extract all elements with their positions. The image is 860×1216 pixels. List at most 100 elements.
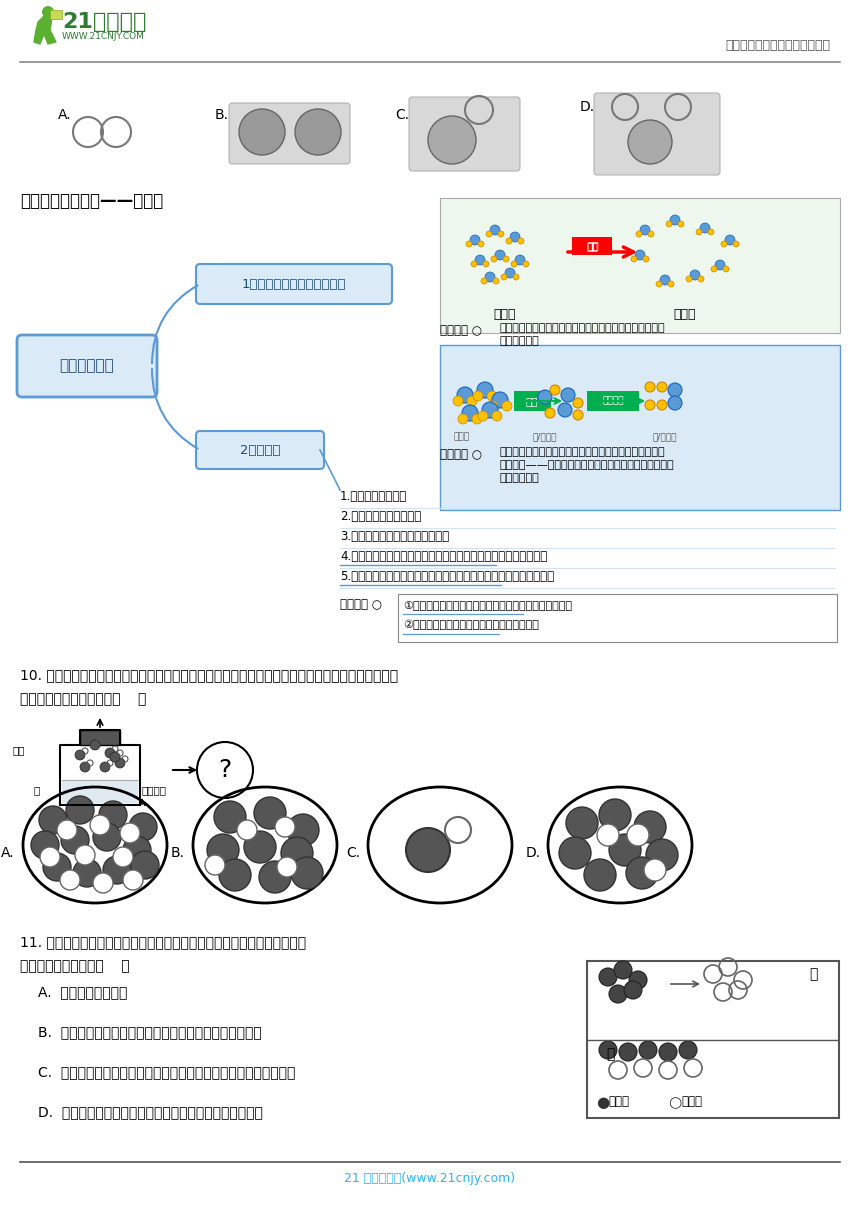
Circle shape <box>690 270 700 280</box>
Circle shape <box>648 231 654 237</box>
Text: A.  分子可以构成物质: A. 分子可以构成物质 <box>38 985 127 1000</box>
Text: 变成新的分子: 变成新的分子 <box>500 336 540 347</box>
Circle shape <box>93 823 121 851</box>
Circle shape <box>559 837 591 869</box>
Circle shape <box>715 260 725 270</box>
Text: 加热: 加热 <box>587 240 599 250</box>
Circle shape <box>488 401 498 411</box>
Circle shape <box>244 831 276 863</box>
Circle shape <box>205 855 225 876</box>
Text: 相同空间内粒子分布的是（    ）: 相同空间内粒子分布的是（ ） <box>20 692 146 706</box>
Text: 乙: 乙 <box>606 1047 614 1062</box>
Circle shape <box>639 1041 657 1059</box>
Circle shape <box>723 266 729 272</box>
Circle shape <box>483 261 489 268</box>
Text: 中小学教育资源及组卷应用平台: 中小学教育资源及组卷应用平台 <box>725 39 830 52</box>
Text: 新的分子——氢分子和氧分子，在这一过程中，分子的种: 新的分子——氢分子和氧分子，在这一过程中，分子的种 <box>500 460 674 471</box>
Text: 加热: 加热 <box>587 241 598 250</box>
Circle shape <box>40 848 60 867</box>
Circle shape <box>57 820 77 840</box>
Circle shape <box>123 837 151 865</box>
Text: 分子变化实例: 分子变化实例 <box>59 359 114 373</box>
Circle shape <box>239 109 285 154</box>
Text: 子的说法中错误的是（    ）: 子的说法中错误的是（ ） <box>20 959 130 973</box>
Circle shape <box>644 858 666 882</box>
Circle shape <box>458 413 468 424</box>
Text: 活塞上移: 活塞上移 <box>142 786 167 795</box>
Circle shape <box>538 390 552 404</box>
Circle shape <box>636 231 642 237</box>
Circle shape <box>619 1043 637 1062</box>
FancyBboxPatch shape <box>229 103 350 164</box>
Circle shape <box>668 281 674 287</box>
Text: 21世纪教育: 21世纪教育 <box>62 12 146 32</box>
Circle shape <box>490 225 500 235</box>
Circle shape <box>75 750 85 760</box>
Circle shape <box>645 400 655 410</box>
Circle shape <box>113 848 133 867</box>
Circle shape <box>477 382 493 398</box>
Circle shape <box>219 858 251 891</box>
Circle shape <box>453 396 463 406</box>
Circle shape <box>99 801 127 829</box>
Text: ②误认为分子是保持物质化学性质的唯一微粒: ②误认为分子是保持物质化学性质的唯一微粒 <box>403 620 539 630</box>
Circle shape <box>66 796 94 824</box>
Circle shape <box>523 261 529 268</box>
Text: ○: ○ <box>668 1094 681 1110</box>
Circle shape <box>609 985 627 1003</box>
Text: 活塞: 活塞 <box>13 745 25 755</box>
Circle shape <box>631 257 637 261</box>
Circle shape <box>93 873 113 893</box>
Circle shape <box>670 215 680 225</box>
Circle shape <box>700 223 710 233</box>
Text: B.  由分子构成的物质，分子是保持其化学性质的最小粒子: B. 由分子构成的物质，分子是保持其化学性质的最小粒子 <box>38 1025 261 1038</box>
Circle shape <box>573 398 583 409</box>
Circle shape <box>660 275 670 285</box>
Circle shape <box>214 801 246 833</box>
Text: 10. 提起压在容器中水面上方的活塞，容器中的水汽化，如图所示。下列选项中，最能表示水汽化后: 10. 提起压在容器中水面上方的活塞，容器中的水汽化，如图所示。下列选项中，最能… <box>20 668 398 682</box>
Circle shape <box>60 869 80 890</box>
Circle shape <box>470 235 480 244</box>
Text: 1、物理变化与化学变化模型: 1、物理变化与化学变化模型 <box>242 277 347 291</box>
Circle shape <box>668 396 682 410</box>
FancyBboxPatch shape <box>17 334 157 396</box>
Text: 1.分子由原子构成。: 1.分子由原子构成。 <box>340 490 408 503</box>
Circle shape <box>640 225 650 235</box>
Circle shape <box>573 410 583 420</box>
Circle shape <box>491 257 497 261</box>
Circle shape <box>495 250 505 260</box>
Polygon shape <box>34 16 56 44</box>
Text: 易错认知 ○: 易错认知 ○ <box>340 598 382 610</box>
Circle shape <box>406 828 450 872</box>
FancyBboxPatch shape <box>409 97 520 171</box>
Circle shape <box>466 241 472 247</box>
Circle shape <box>505 268 515 278</box>
Circle shape <box>510 232 520 242</box>
Circle shape <box>599 799 631 831</box>
Circle shape <box>115 758 125 769</box>
Text: 水分子: 水分子 <box>454 432 470 441</box>
Circle shape <box>698 276 704 282</box>
Text: 3.水的电解是一个化学变化过程。: 3.水的电解是一个化学变化过程。 <box>340 530 449 544</box>
Circle shape <box>80 762 90 772</box>
FancyBboxPatch shape <box>80 730 120 745</box>
Circle shape <box>254 796 286 829</box>
Circle shape <box>558 402 572 417</box>
Text: 类发生了改变: 类发生了改变 <box>500 473 540 483</box>
Circle shape <box>207 834 239 866</box>
FancyBboxPatch shape <box>594 92 720 175</box>
FancyBboxPatch shape <box>514 392 551 411</box>
FancyBboxPatch shape <box>587 961 839 1118</box>
Circle shape <box>259 861 291 893</box>
Circle shape <box>599 1041 617 1059</box>
Circle shape <box>678 221 684 227</box>
Circle shape <box>457 387 473 402</box>
Text: 物理变化 ○: 物理变化 ○ <box>440 323 482 337</box>
Text: 三、分子变化实例——水电解: 三、分子变化实例——水电解 <box>20 192 163 210</box>
Circle shape <box>513 274 519 280</box>
Circle shape <box>498 231 504 237</box>
Circle shape <box>75 845 95 865</box>
Circle shape <box>666 221 672 227</box>
Circle shape <box>473 392 483 401</box>
Text: B.: B. <box>171 846 185 860</box>
